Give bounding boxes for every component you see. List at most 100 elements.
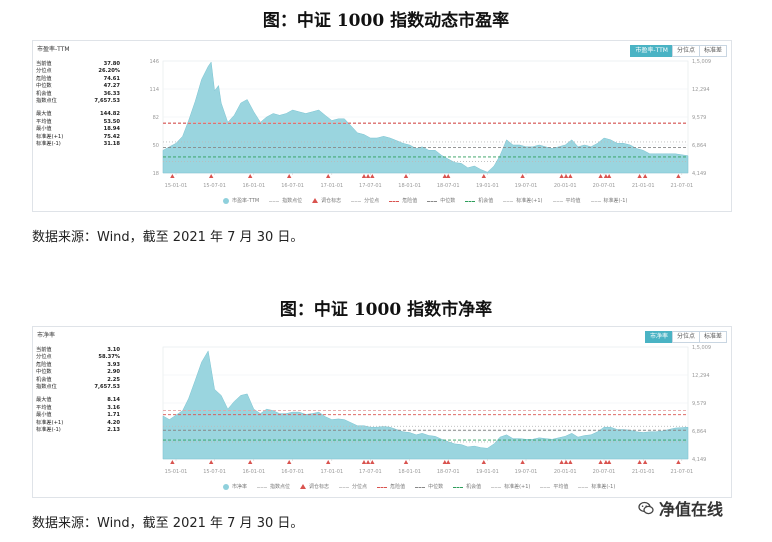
x-tick-label: 16-07-01 — [281, 469, 304, 475]
x-tick-label: 21-07-01 — [670, 469, 693, 475]
legend-swatch — [578, 486, 589, 488]
rebalance-marker — [563, 174, 569, 178]
legend-label: 分位点 — [364, 198, 380, 204]
chart-panel: 市净率 市净率 分位点 标准差 当前值 3.10 分位点 58.37% 危险值 3.93 中… — [32, 326, 732, 498]
y2-tick-label: 4,149 — [692, 457, 706, 463]
stat-label: 危险值 — [36, 75, 52, 82]
x-tick-label: 19-07-01 — [515, 469, 538, 475]
legend-item[interactable]: 平均值 — [540, 483, 568, 490]
metric-button-std[interactable]: 标准差 — [698, 45, 727, 57]
legend-label: 分位点 — [352, 484, 368, 490]
stat-label: 标准差(-1) — [36, 427, 61, 434]
stat-label: 标准差(-1) — [36, 141, 61, 148]
legend-item[interactable]: 分位点 — [339, 483, 367, 490]
stat-value: 18.94 — [103, 126, 120, 133]
rebalance-marker — [568, 460, 573, 464]
legend-swatch — [427, 200, 438, 202]
legend-item[interactable]: 市净率 — [223, 483, 247, 490]
legend-swatch — [415, 486, 426, 488]
data-source: 数据来源：Wind，截至 2021 年 7 月 30 日。 — [32, 516, 304, 531]
stat-label: 机会值 — [36, 376, 52, 383]
legend-item[interactable]: 调仓标志 — [312, 197, 341, 204]
legend-item[interactable]: 标准差(-1) — [590, 197, 628, 204]
stat-value: 2.13 — [107, 427, 120, 434]
stat-row: 分位点 58.37% — [36, 354, 120, 361]
legend-item[interactable]: 平均值 — [552, 197, 581, 204]
stat-label: 中位数 — [36, 83, 52, 90]
stat-row: 最小值 1.71 — [36, 412, 120, 419]
rebalance-marker — [325, 460, 331, 464]
figure-title: 图：中证 1000 指数动态市盈率 — [262, 11, 510, 31]
stat-row: 危险值 3.93 — [36, 362, 120, 369]
y2-tick-label: 9,579 — [692, 115, 706, 121]
legend-item[interactable]: 市盈率-TTM — [223, 197, 259, 204]
x-tick-label: 18-01-01 — [398, 183, 421, 189]
stat-row: 标准差(+1) 75.42 — [36, 134, 120, 141]
stats-panel: 当前值 37.80 分位点 26.20% 危险值 74.61 中位数 47.27 机会值 36.3… — [36, 61, 120, 148]
stat-value: 53.50 — [103, 118, 120, 125]
legend-label: 危险值 — [402, 198, 418, 204]
stat-label: 分位点 — [36, 354, 52, 361]
stat-row: 指数点位 7,657.53 — [36, 98, 120, 105]
rebalance-marker — [247, 460, 253, 464]
legend-item[interactable]: 危险值 — [389, 197, 417, 204]
panel-label: 市盈率-TTM — [37, 46, 70, 53]
legend-item[interactable]: 标准差(-1) — [578, 483, 615, 490]
legend-label: 标准差(-1) — [603, 198, 628, 204]
rebalance-marker — [442, 174, 447, 178]
legend-item[interactable]: 中位数 — [427, 197, 455, 204]
stat-label: 标准差(+1) — [36, 133, 64, 140]
stat-row: 最大值 8.14 — [36, 397, 120, 404]
y2-tick-label: 12,294 — [692, 87, 710, 93]
stat-value: 8.14 — [107, 397, 120, 404]
stat-value: 26.20% — [98, 68, 120, 75]
rebalance-marker — [446, 174, 451, 178]
legend-item[interactable]: 机会值 — [453, 483, 481, 490]
stat-label: 平均值 — [36, 404, 52, 411]
rebalance-marker — [676, 174, 681, 178]
legend-swatch — [453, 486, 464, 488]
legend-label: 平均值 — [565, 198, 581, 204]
legend-item[interactable]: 中位数 — [415, 483, 443, 490]
rebalance-marker — [170, 460, 175, 464]
rebalance-marker — [370, 174, 375, 178]
stat-row: 中位数 47.27 — [36, 83, 120, 90]
metric-toggle: 市盈率-TTM 分位点 标准差 — [630, 45, 727, 57]
legend-item[interactable]: 危险值 — [377, 483, 405, 490]
rebalance-marker — [563, 460, 569, 464]
stat-value: 3.93 — [107, 361, 120, 368]
legend-item[interactable]: 指数点位 — [269, 197, 302, 204]
stat-row: 中位数 2.90 — [36, 369, 120, 376]
legend-item[interactable]: 指数点位 — [257, 483, 290, 490]
rebalance-marker — [637, 174, 642, 178]
rebalance-marker — [559, 174, 564, 178]
rebalance-marker — [365, 174, 371, 178]
legend-item[interactable]: 分位点 — [351, 197, 379, 204]
pe-chart: 146 114 82 50 18 1,5,009 12,294 9,579 6,864 4,149… — [149, 59, 711, 189]
legend-item[interactable]: 标准差(+1) — [503, 197, 543, 204]
stat-value: 47.27 — [103, 83, 120, 90]
stat-row: 指数点位 7,657.53 — [36, 384, 120, 391]
stats-panel: 当前值 3.10 分位点 58.37% 危险值 3.93 中位数 2.90 机会值 2.25 指数点… — [36, 347, 120, 434]
legend-item[interactable]: 标准差(+1) — [491, 483, 530, 490]
y2-tick-label: 6,864 — [692, 143, 706, 149]
stat-value: 74.61 — [103, 75, 120, 82]
stat-label: 当前值 — [36, 61, 52, 67]
figure-title: 图：中证 1000 指数市净率 — [279, 300, 493, 320]
rebalance-marker — [676, 460, 681, 464]
metric-button-std[interactable]: 标准差 — [698, 331, 727, 343]
stat-row: 机会值 36.33 — [36, 91, 120, 98]
legend-item[interactable]: 调仓标志 — [300, 483, 329, 490]
legend-label: 调仓标志 — [321, 198, 342, 204]
rebalance-marker — [637, 460, 642, 464]
stat-value: 36.33 — [103, 90, 120, 97]
stat-value: 3.16 — [107, 404, 120, 411]
x-tick-label: 17-01-01 — [320, 469, 343, 475]
x-tick-label: 19-07-01 — [515, 183, 538, 189]
legend-item[interactable]: 机会值 — [465, 197, 493, 204]
y2-tick-label: 6,864 — [692, 429, 706, 435]
y-tick-label: 146 — [149, 59, 159, 65]
legend-label: 机会值 — [466, 484, 482, 490]
rebalance-marker — [403, 174, 409, 178]
legend-swatch — [269, 200, 280, 202]
